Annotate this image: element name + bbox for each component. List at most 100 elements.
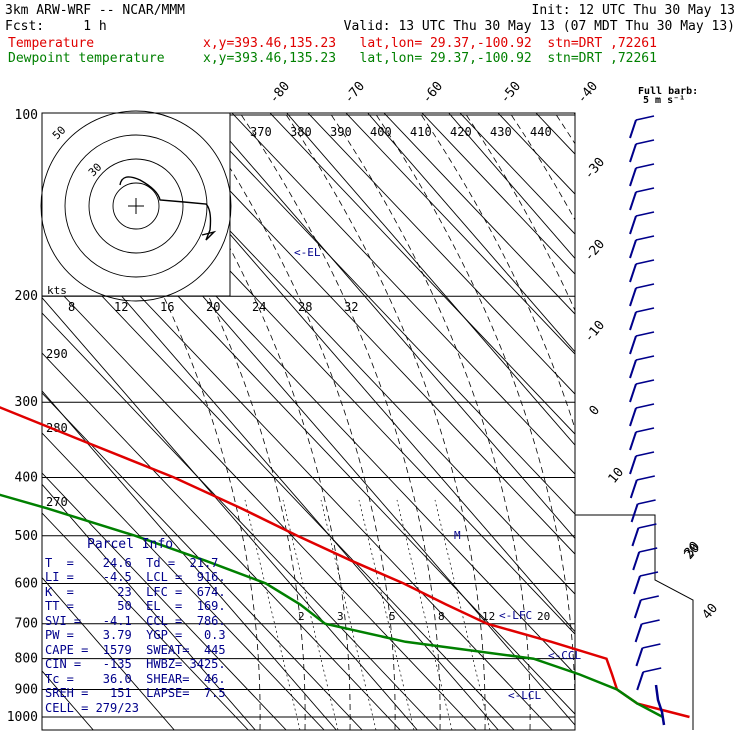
wind-barb-feather bbox=[642, 643, 661, 649]
wind-barb-near-surface bbox=[654, 684, 666, 726]
wind-barb bbox=[629, 143, 637, 163]
wind-barb bbox=[629, 167, 637, 187]
moist-adiabat bbox=[239, 113, 441, 730]
isotherm bbox=[42, 576, 175, 730]
isotherm-label: 40 bbox=[700, 601, 722, 623]
pressure-tick-label: 700 bbox=[15, 617, 38, 632]
dry-adiabat bbox=[42, 272, 477, 730]
theta-label: 440 bbox=[530, 125, 552, 139]
dry-adiabat bbox=[650, 113, 740, 730]
pressure-tick-label: 400 bbox=[15, 470, 38, 485]
init-time: Init: 12 UTC Thu 30 May 13 bbox=[531, 3, 736, 18]
el-label: <-EL bbox=[294, 246, 321, 259]
theta-left-label: 270 bbox=[46, 495, 68, 509]
wind-barb bbox=[635, 647, 644, 667]
mixing-ratio-label: 12 bbox=[482, 610, 495, 623]
mixing-ratio-label: 8 bbox=[438, 610, 445, 623]
mixing-ratio-label: 20 bbox=[537, 610, 550, 623]
wind-barb bbox=[629, 431, 637, 451]
theta-label: 390 bbox=[330, 125, 352, 139]
pressure-tick-label: 800 bbox=[15, 652, 38, 667]
wind-barb-feather bbox=[640, 595, 659, 601]
lcl-label: <-LCL bbox=[508, 689, 541, 702]
pressure-tick-label: 500 bbox=[15, 529, 38, 544]
isotherm bbox=[367, 113, 575, 353]
dry-adiabat bbox=[42, 232, 515, 730]
mixing-ratio-label: 2 bbox=[298, 610, 305, 623]
dry-adiabat bbox=[269, 113, 575, 435]
temperature-legend: Temperature bbox=[8, 36, 95, 51]
parcel-info-row: PW = 3.79 YGP = 0.3 bbox=[45, 628, 226, 642]
dry-adiabat bbox=[193, 113, 575, 515]
wind-barb bbox=[636, 671, 645, 691]
dry-adiabat bbox=[155, 113, 575, 555]
hodo-speed-label: 20 bbox=[206, 300, 220, 314]
hodo-speed-label: 8 bbox=[68, 300, 75, 314]
wind-barb-feather bbox=[639, 571, 659, 577]
wind-barb-feather bbox=[635, 115, 655, 121]
pressure-tick-label: 900 bbox=[15, 682, 38, 697]
moist-adiabat bbox=[554, 113, 575, 145]
hodograph-ring bbox=[40, 110, 232, 302]
wind-barb-feather bbox=[635, 235, 655, 241]
dry-adiabat bbox=[42, 472, 287, 730]
wind-barb bbox=[629, 479, 638, 499]
theta-left-label: 290 bbox=[46, 347, 68, 361]
ccl-label: <-CCL bbox=[548, 649, 581, 662]
parcel-info-row: Tc = 36.0 SHEAR= 46. bbox=[45, 671, 226, 686]
isotherm-label: -40 bbox=[575, 79, 602, 107]
moist-adiabat bbox=[329, 113, 531, 730]
wind-barb-feather bbox=[635, 163, 655, 169]
forecast-hour: Fcst: 1 h bbox=[5, 19, 107, 34]
hodograph-units-label: kts bbox=[47, 284, 67, 297]
wind-barb-feather bbox=[635, 427, 655, 433]
isotherm bbox=[448, 113, 575, 260]
isotherm bbox=[0, 113, 12, 730]
wind-barb-feather bbox=[635, 187, 655, 193]
dry-adiabat bbox=[421, 113, 575, 275]
wind-barb bbox=[629, 263, 637, 283]
temperature-curve bbox=[0, 406, 690, 719]
isotherm bbox=[205, 113, 575, 540]
dry-adiabat bbox=[307, 113, 575, 395]
temperature-location: x,y=393.46,135.23 lat,lon= 29.37,-100.92… bbox=[203, 36, 657, 51]
theta-label: 380 bbox=[290, 125, 312, 139]
dewpoint-curve bbox=[0, 493, 664, 719]
dry-adiabat bbox=[383, 113, 575, 315]
moist-adiabat bbox=[149, 113, 351, 730]
dry-adiabat bbox=[231, 113, 575, 475]
parcel-info-row: CAPE = 1579 SWEAT= 445 bbox=[45, 642, 226, 657]
parcel-info-row: SREH = 151 LAPSE= 7.5 bbox=[45, 686, 226, 700]
pressure-tick-label: 100 bbox=[15, 108, 38, 123]
wind-barb bbox=[629, 239, 637, 259]
wind-barb-feather bbox=[635, 283, 655, 289]
moist-adiabat bbox=[104, 113, 306, 730]
moist-adiabat bbox=[59, 113, 261, 730]
parcel-info-row: CELL = 279/23 bbox=[45, 700, 139, 715]
pressure-tick-label: 1000 bbox=[7, 710, 38, 725]
pressure-tick-label: 600 bbox=[15, 576, 38, 591]
isotherm-label: -80 bbox=[267, 79, 294, 107]
wind-barb-feather bbox=[635, 379, 655, 385]
dry-adiabat bbox=[726, 113, 740, 730]
plot-frame bbox=[41, 112, 576, 731]
parcel-info-row: T = 24.6 Td = 21.7 bbox=[45, 555, 219, 570]
wind-barb bbox=[629, 119, 637, 139]
dry-adiabat bbox=[345, 113, 575, 355]
isotherm bbox=[42, 296, 418, 730]
theta-label: 430 bbox=[490, 125, 512, 139]
wind-barb-feather bbox=[635, 355, 655, 361]
wind-barb bbox=[629, 311, 637, 331]
moist-adiabat bbox=[284, 113, 486, 730]
barb-legend-unit: 5 m s⁻¹ bbox=[643, 95, 685, 106]
wind-barb bbox=[634, 623, 643, 643]
hodo-speed-label: 16 bbox=[160, 300, 174, 314]
parcel-info-row: K = 23 LFC = 674. bbox=[45, 584, 226, 599]
hodo-speed-label: 24 bbox=[252, 300, 266, 314]
theta-label: 410 bbox=[410, 125, 432, 139]
isotherm-label: 0 bbox=[587, 403, 604, 419]
barb-legend-title: Full barb: bbox=[638, 86, 698, 97]
hodograph-ring bbox=[88, 158, 184, 254]
hodograph-trace bbox=[119, 176, 217, 241]
wind-barb-feather bbox=[643, 667, 662, 673]
